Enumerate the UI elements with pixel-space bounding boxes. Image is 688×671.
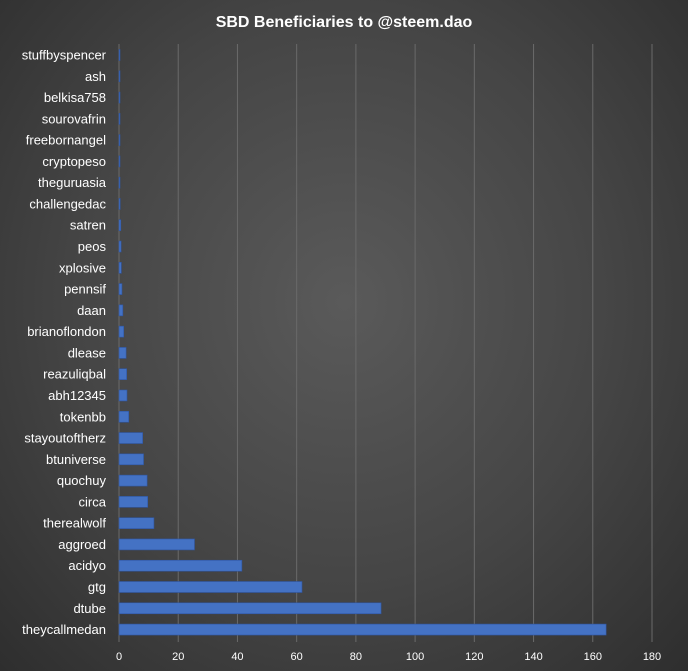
x-tick-label: 0 bbox=[116, 651, 122, 663]
category-label: abh12345 bbox=[48, 388, 106, 403]
bar-stuffbyspencer bbox=[118, 49, 121, 61]
x-tick-label: 180 bbox=[643, 651, 661, 663]
bar-gtg bbox=[118, 581, 303, 593]
category-label: theguruasia bbox=[38, 175, 107, 190]
category-label: quochuy bbox=[57, 473, 107, 488]
gridlines bbox=[118, 44, 653, 642]
category-label: belkisa758 bbox=[44, 90, 106, 105]
bar-xplosive bbox=[118, 261, 122, 274]
category-label: ash bbox=[85, 69, 106, 84]
bar-challengedac bbox=[118, 198, 121, 210]
bar-quochuy bbox=[118, 474, 148, 487]
bar-ash bbox=[118, 70, 121, 83]
category-label: sourovafrin bbox=[42, 111, 106, 126]
x-axis-tick-labels: 0 20 40 60 80 100 120 140 160 180 bbox=[116, 651, 661, 663]
bar-cryptopeso bbox=[118, 155, 121, 168]
x-tick-label: 140 bbox=[524, 651, 542, 663]
x-tick-label: 80 bbox=[350, 651, 362, 663]
bar-dtube bbox=[118, 602, 382, 615]
bar-freebornangel bbox=[118, 134, 121, 146]
category-label: aggroed bbox=[58, 537, 106, 552]
category-label: dtube bbox=[73, 601, 106, 616]
category-labels: stuffbyspencer ash belkisa758 sourovafrin fr… bbox=[22, 48, 107, 638]
bar-theycallmedan bbox=[118, 623, 607, 636]
category-label: circa bbox=[79, 494, 107, 509]
category-label: challengedac bbox=[29, 196, 106, 211]
category-label: stayoutoftherz bbox=[24, 431, 106, 446]
category-label: brianoflondon bbox=[27, 324, 106, 339]
x-tick-label: 60 bbox=[291, 651, 303, 663]
category-label: stuffbyspencer bbox=[22, 48, 107, 63]
bar-stayoutoftherz bbox=[118, 432, 143, 444]
category-label: peos bbox=[78, 239, 107, 254]
category-label: therealwolf bbox=[43, 516, 106, 531]
bar-daan bbox=[118, 304, 124, 317]
x-tick-label: 40 bbox=[231, 651, 243, 663]
category-label: theycallmedan bbox=[22, 622, 106, 637]
category-label: dlease bbox=[68, 345, 106, 360]
x-tick-label: 100 bbox=[406, 651, 424, 663]
bar-brianoflondon bbox=[118, 325, 125, 338]
bar-tokenbb bbox=[118, 410, 130, 423]
bar-peos bbox=[118, 240, 122, 253]
category-label: btuniverse bbox=[46, 452, 106, 467]
category-label: reazuliqbal bbox=[43, 367, 106, 382]
bar-theguruasia bbox=[118, 176, 121, 189]
bar-btuniverse bbox=[118, 453, 144, 466]
bar-reazuliqbal bbox=[118, 368, 127, 381]
bar-satren bbox=[118, 219, 122, 232]
bar-acidyo bbox=[118, 559, 243, 572]
bar-therealwolf bbox=[118, 517, 155, 529]
x-tick-label: 120 bbox=[465, 651, 483, 663]
category-label: tokenbb bbox=[60, 409, 106, 424]
category-label: xplosive bbox=[59, 260, 106, 275]
bar-circa bbox=[118, 496, 149, 508]
category-label: satren bbox=[70, 218, 106, 233]
category-label: cryptopeso bbox=[42, 154, 106, 169]
bar-dlease bbox=[118, 347, 127, 359]
category-label: pennsif bbox=[64, 282, 106, 297]
x-tick-label: 160 bbox=[584, 651, 602, 663]
bar-belkisa758 bbox=[118, 91, 121, 104]
category-label: freebornangel bbox=[26, 133, 106, 148]
bar-aggroed bbox=[118, 538, 195, 551]
category-label: daan bbox=[77, 303, 106, 318]
bar-abh12345 bbox=[118, 389, 128, 402]
category-label: acidyo bbox=[68, 558, 106, 573]
bar-pennsif bbox=[118, 283, 123, 295]
category-label: gtg bbox=[88, 580, 106, 595]
bar-sourovafrin bbox=[118, 113, 121, 125]
x-tick-label: 20 bbox=[172, 651, 184, 663]
bars bbox=[118, 49, 607, 636]
chart-title: SBD Beneficiaries to @steem.dao bbox=[216, 14, 473, 31]
